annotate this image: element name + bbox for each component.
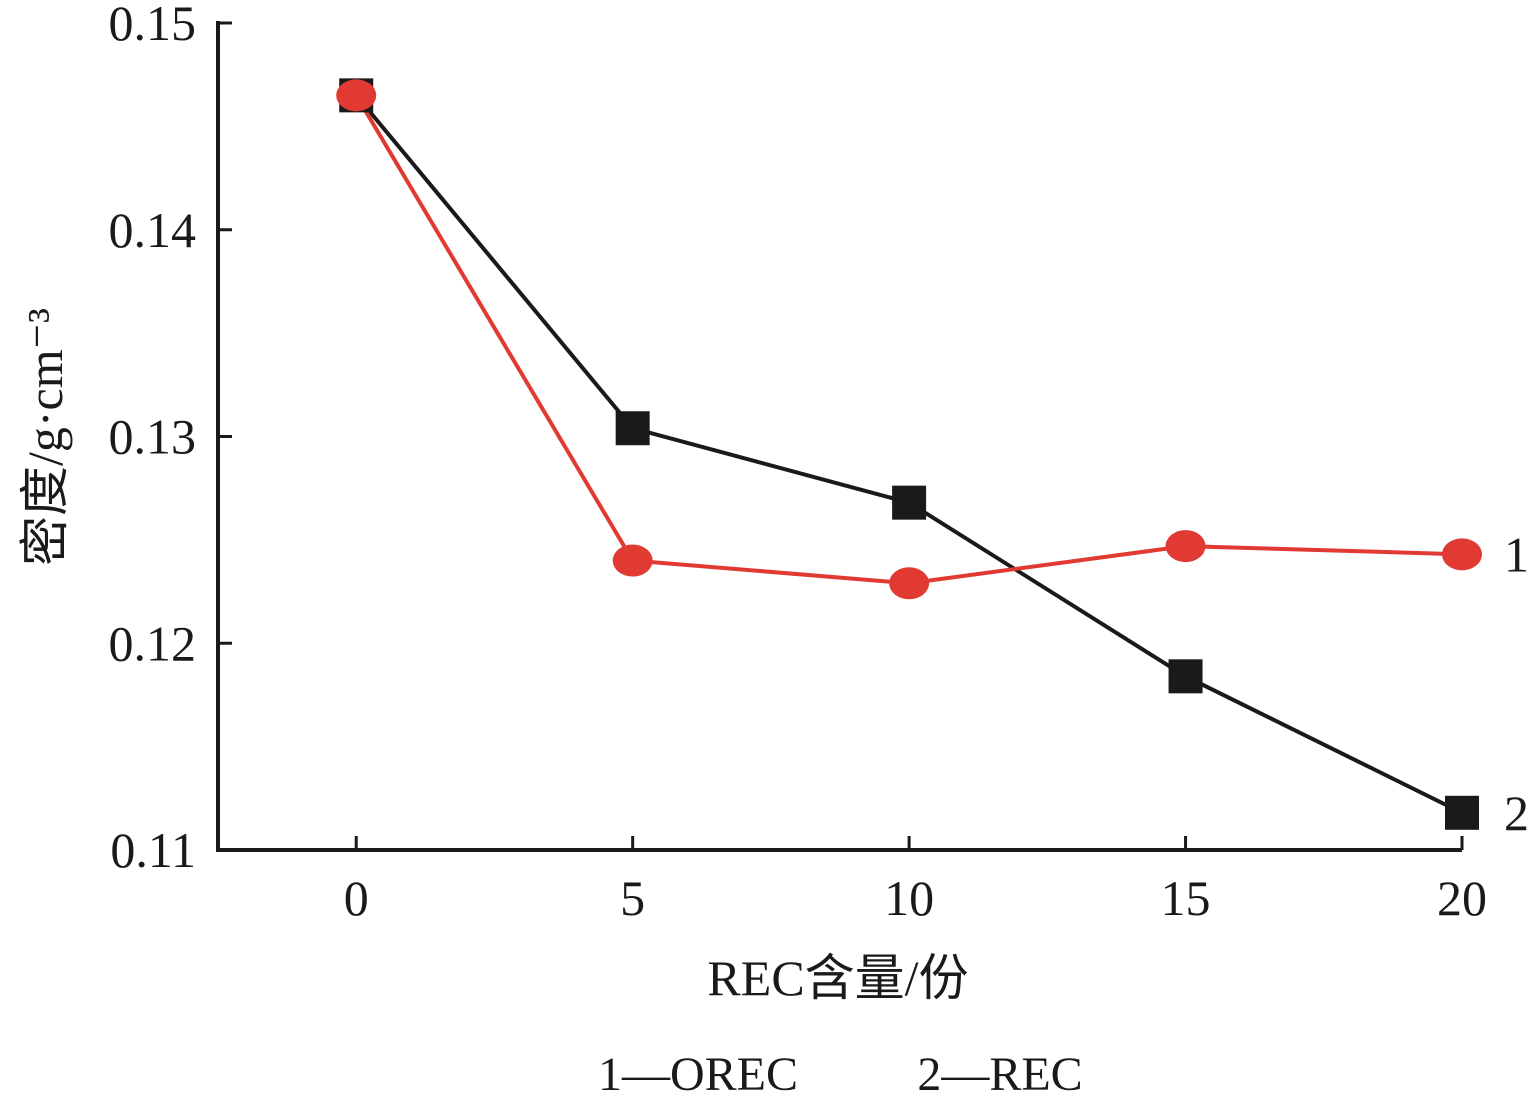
series-line-rec xyxy=(354,94,1463,815)
series-end-label-orec: 1 xyxy=(1504,526,1529,582)
x-axis-title: REC含量/份 xyxy=(707,950,968,1006)
data-point-rec xyxy=(1445,795,1479,830)
series-lines xyxy=(354,94,1463,815)
y-ticks: 0.11 0.12 0.13 0.14 0.15 xyxy=(109,0,232,878)
x-tick-label: 0 xyxy=(344,870,369,926)
y-tick-label: 0.15 xyxy=(109,0,197,51)
y-tick-label: 0.12 xyxy=(109,615,197,671)
data-point-rec xyxy=(1168,659,1203,694)
x-tick-label: 15 xyxy=(1161,870,1211,926)
y-tick-label: 0.13 xyxy=(109,409,197,465)
series-end-label-rec: 2 xyxy=(1504,785,1529,841)
data-point-orec xyxy=(612,544,653,577)
data-point-orec xyxy=(1165,530,1206,563)
data-point-orec xyxy=(336,79,377,112)
axes xyxy=(216,21,1462,852)
data-point-orec xyxy=(889,567,930,600)
y-axis-title: 密度/g·cm⁻³ xyxy=(17,308,73,566)
x-tick-label: 20 xyxy=(1437,870,1487,926)
x-ticks: 0 5 10 15 20 xyxy=(344,836,1487,926)
y-tick-label: 0.14 xyxy=(109,202,197,258)
series-markers xyxy=(336,78,1482,830)
y-tick-label: 0.11 xyxy=(110,822,196,878)
data-point-orec xyxy=(1442,538,1482,571)
data-point-rec xyxy=(892,485,927,520)
series-end-labels: 21 xyxy=(1504,526,1529,840)
x-tick-label: 5 xyxy=(620,870,645,926)
data-point-rec xyxy=(615,411,650,446)
legend-entry-orec: 1—OREC xyxy=(598,1048,798,1095)
x-tick-label: 10 xyxy=(884,870,934,926)
legend-entry-rec: 2—REC xyxy=(917,1048,1082,1095)
